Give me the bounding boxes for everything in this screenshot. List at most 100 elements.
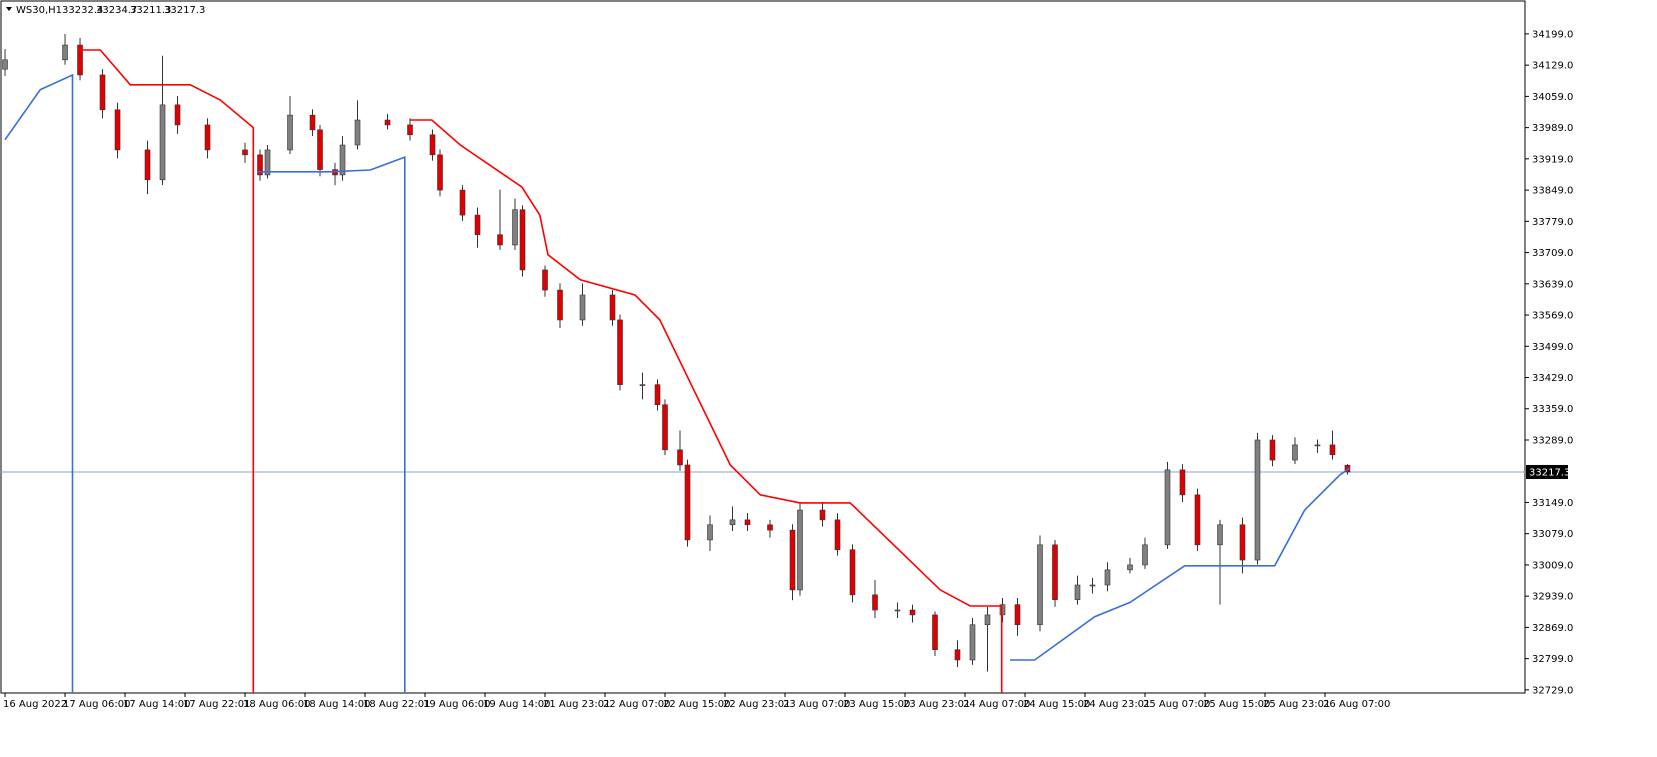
trend-line [77,49,255,693]
candle-body [872,594,878,611]
x-tick-label: 17 Aug 22:01 [183,699,250,710]
candle-body [287,114,293,151]
x-tick-label: 25 Aug 23:01 [1263,699,1330,710]
candle-body [174,104,181,126]
candle-body [437,154,443,191]
candle-body [542,269,548,291]
candle-body [204,124,211,151]
candle-body [1254,439,1261,561]
x-tick-label: 22 Aug 23:01 [723,699,790,710]
candle-body [429,134,436,156]
menu-arrow[interactable] [6,7,12,11]
y-tick-label: 33919.0 [1532,154,1573,165]
x-tick-label: 22 Aug 15:00 [663,699,730,710]
candle-body [969,624,976,661]
candle-body [1269,439,1276,461]
x-tick-label: 16 Aug 2022 [3,699,67,710]
y-tick-label: 32869.0 [1532,623,1573,634]
y-tick-label: 33359.0 [1532,404,1573,415]
candle-body [264,149,271,176]
symbol: WS30,H1 [16,5,62,16]
y-tick-label: 33569.0 [1532,311,1573,322]
y-tick-label: 33009.0 [1532,560,1573,571]
x-tick-label: 23 Aug 15:00 [843,699,910,710]
candle-body [1074,584,1081,601]
candle-body [684,464,691,541]
x-tick-label: 17 Aug 06:00 [63,699,130,710]
candle-body [474,214,481,236]
candle-body [834,519,841,551]
y-tick-label: 33989.0 [1532,123,1573,134]
candle-body [1014,604,1021,626]
candle-body [894,609,901,612]
y-tick-label: 33499.0 [1532,342,1573,353]
candle-body [609,294,616,321]
candle-body [339,144,346,176]
x-tick-label: 22 Aug 07:00 [603,699,670,710]
candle-body [1037,544,1043,626]
candle-body [497,234,503,246]
candle-body [662,404,668,451]
candle-body [114,109,121,151]
candle-body [459,189,466,216]
x-tick-label: 17 Aug 14:00 [123,699,190,710]
y-tick-label: 33709.0 [1532,248,1573,259]
ohlc-low: 33211.3 [130,5,171,16]
x-tick-label: 21 Aug 23:01 [543,699,610,710]
y-tick-label: 34059.0 [1532,92,1573,103]
y-tick-label: 34129.0 [1532,61,1573,72]
candle-body [354,119,361,146]
candle-body [257,154,263,176]
candle-body [654,384,661,406]
candle-body [707,524,713,541]
candle-body [767,524,773,531]
candle-body [62,44,68,61]
candle-body [677,449,683,466]
candle-body [512,209,518,246]
candle-body [1239,524,1246,561]
x-tick-label: 23 Aug 07:00 [783,699,850,710]
candle-body [797,509,803,591]
price-tag [1526,464,1568,479]
y-tick-label: 33779.0 [1532,217,1573,228]
candle-body [1314,444,1321,447]
x-tick-label: 25 Aug 07:00 [1143,699,1210,710]
ohlc-close: 33217.3 [164,5,205,16]
y-tick-label: 34199.0 [1532,29,1573,40]
candle-body [1142,544,1148,566]
candle-body [1052,544,1058,601]
candle-body [849,549,856,596]
candle-body [99,74,106,111]
candle-body [317,129,323,170]
trend-line [1010,467,1351,661]
trend-line [410,119,1003,693]
ohlc-open: 33232.4 [62,5,103,16]
x-tick-label: 24 Aug 15:00 [1023,699,1090,710]
candle-body [1127,564,1133,571]
candle-body [617,319,623,385]
y-tick-label: 33429.0 [1532,373,1573,384]
candle-body [1104,569,1111,586]
candle-body [909,609,916,616]
x-tick-label: 18 Aug 22:01 [363,699,430,710]
x-tick-label: 18 Aug 06:00 [243,699,310,710]
candle-body [639,384,646,386]
x-tick-label: 23 Aug 23:01 [903,699,970,710]
price-tag-label: 33217.3 [1529,467,1570,478]
candle-body [954,649,961,661]
candle-body [984,614,991,626]
y-tick-label: 32729.0 [1532,685,1573,696]
candle-body [729,519,736,526]
y-tick-label: 32939.0 [1532,592,1573,603]
trend-line [257,155,406,693]
y-tick-label: 33079.0 [1532,529,1573,540]
candle-body [932,614,938,651]
candle-body [1217,524,1223,546]
candle-body [1194,494,1201,546]
candle-body [789,529,796,591]
y-tick-label: 33149.0 [1532,498,1573,509]
candle-body [309,114,316,131]
candle-body [242,149,248,156]
